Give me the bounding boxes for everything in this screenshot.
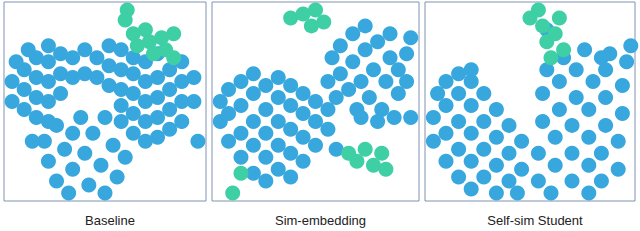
svg-text:Self-sim Student: Self-sim Student bbox=[487, 213, 583, 228]
svg-text:Sim-embedding: Sim-embedding bbox=[275, 213, 366, 228]
svg-text:Baseline: Baseline bbox=[85, 213, 135, 228]
